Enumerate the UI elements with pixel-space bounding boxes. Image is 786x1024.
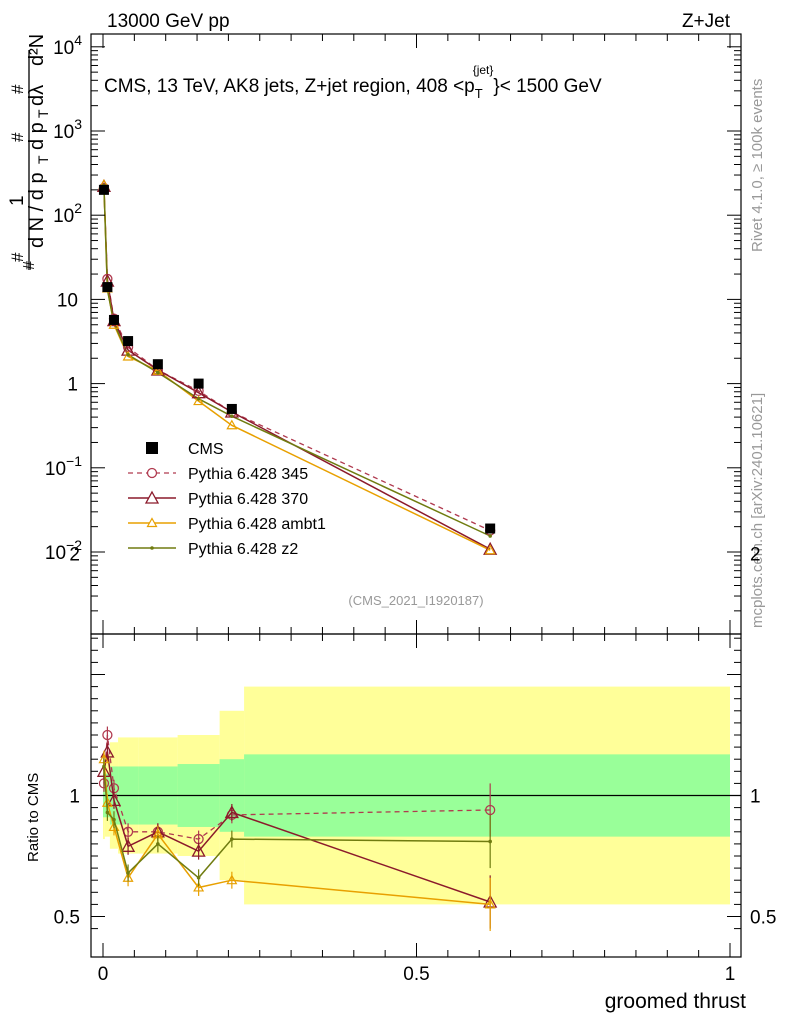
series-point (126, 352, 130, 357)
data-point (485, 523, 496, 534)
series-point (122, 350, 134, 361)
y-tick-label: 104 (53, 32, 82, 59)
legend-marker (150, 546, 154, 550)
ratio-point (105, 810, 110, 815)
y-tick-label: 103 (53, 116, 82, 143)
y-tick-label: 10−2 (45, 537, 82, 564)
header-right: Z+Jet (682, 11, 731, 32)
y-label-hash1: # (8, 252, 27, 262)
ratio-axes: 0 0.5 1 0.5 0.5 1 1 2 2 (54, 545, 777, 986)
series-point (230, 414, 234, 419)
analysis-id: (CMS_2021_I1920187) (348, 593, 483, 608)
ratio-point (126, 871, 130, 875)
ratio-point (120, 838, 136, 852)
ratio-y-axis-label: Ratio to CMS (25, 773, 42, 862)
ratio-point (196, 875, 201, 880)
ratio-point (484, 898, 496, 909)
ratio-uncertainty-bands (91, 686, 741, 905)
series-point (226, 419, 238, 430)
ratio-point (224, 805, 239, 819)
main-panel: CMS, 13 TeV, AK8 jets, Z+jet region, 408… (7, 32, 742, 635)
y-label-one: 1 (7, 195, 28, 206)
y-label-dn: d N / d p (26, 172, 48, 248)
ratio-y-tick-label: 0.5 (54, 908, 80, 929)
series-point (488, 534, 492, 538)
series-point (156, 370, 160, 375)
y-label-hash2: # (8, 132, 27, 142)
ratio-point (485, 804, 496, 816)
ratio-line-2 (103, 751, 491, 903)
legend-marker (146, 467, 158, 479)
ratio-point (226, 874, 238, 885)
ratio-y-tick-label-right: 2 (750, 545, 761, 566)
data-point (102, 282, 113, 293)
data-point (193, 378, 204, 389)
legend: CMS Pythia 6.428 345 Pythia 6.428 370 Pythi… (128, 441, 326, 558)
x-axis-label: groomed thrust (605, 990, 746, 1013)
legend-label: CMS (188, 441, 224, 458)
ratio-y-tick-label-right: 1 (750, 787, 761, 808)
legend-label: Pythia 6.428 370 (188, 491, 308, 508)
y-tick-label: 10 (57, 290, 78, 311)
series-point (484, 544, 496, 555)
ratio-point (102, 729, 113, 741)
y-tick-label: 1 (67, 375, 78, 396)
y-label-t1: T (35, 155, 51, 164)
ratio-point (193, 881, 205, 892)
data-point (108, 314, 119, 325)
y-label-dl: dλ (26, 85, 48, 106)
mcplots-label: mcplots.cern.ch [arXiv:2401.10621] (749, 393, 766, 628)
ratio-panel: 0 0.5 1 0.5 0.5 1 1 2 2 Ratio to CMS (25, 545, 776, 986)
rivet-label: Rivet 4.1.0, ≥ 100k events (749, 79, 766, 252)
main-points (96, 179, 498, 555)
legend-label: Pythia 6.428 ambt1 (188, 516, 326, 533)
series-point (196, 396, 201, 401)
main-y-axis-label: #| d N / d p T d p T dλ d²N # 1 # # (7, 34, 51, 270)
ratio-point (112, 817, 116, 822)
ratio-point (106, 792, 122, 806)
legend-marker (144, 490, 160, 504)
data-point (98, 184, 109, 195)
ratio-point (230, 837, 234, 841)
series-line-4 (103, 185, 491, 537)
data-point (123, 336, 134, 347)
data-point (152, 359, 163, 370)
y-tick-label: 102 (53, 200, 82, 227)
x-tick-label: 0.5 (403, 964, 429, 985)
chart-title: CMS, 13 TeV, AK8 jets, Z+jet region, 408… (104, 63, 602, 101)
x-tick-label: 0 (98, 964, 109, 985)
series-point (150, 362, 165, 376)
ratio-point (156, 842, 160, 846)
y-label-d2n: d²N (26, 34, 48, 66)
legend-marker-cms (146, 442, 158, 454)
main-axes: 10−2 10−1 1 10 102 103 104 (45, 32, 742, 635)
ratio-y-tick-label: 1 (69, 787, 80, 808)
y-label-t2: T (35, 109, 51, 118)
ratio-y-tick-label: 2 (69, 545, 80, 566)
series-point (193, 395, 205, 406)
ratio-point (488, 839, 492, 844)
legend-label: Pythia 6.428 345 (188, 466, 308, 483)
y-label-hash3: # (8, 84, 27, 94)
y-label-dpt: d p (26, 122, 48, 150)
x-tick-label: 1 (725, 964, 736, 985)
legend-label: Pythia 6.428 z2 (188, 541, 298, 558)
ratio-curves (96, 726, 498, 932)
ratio-point (102, 764, 106, 769)
ratio-point (191, 843, 206, 857)
data-point (226, 403, 237, 414)
y-tick-label: 10−1 (45, 453, 82, 480)
header-left: 13000 GeV pp (107, 11, 230, 32)
ratio-y-tick-label-right: 0.5 (750, 908, 776, 929)
legend-marker (146, 517, 158, 528)
